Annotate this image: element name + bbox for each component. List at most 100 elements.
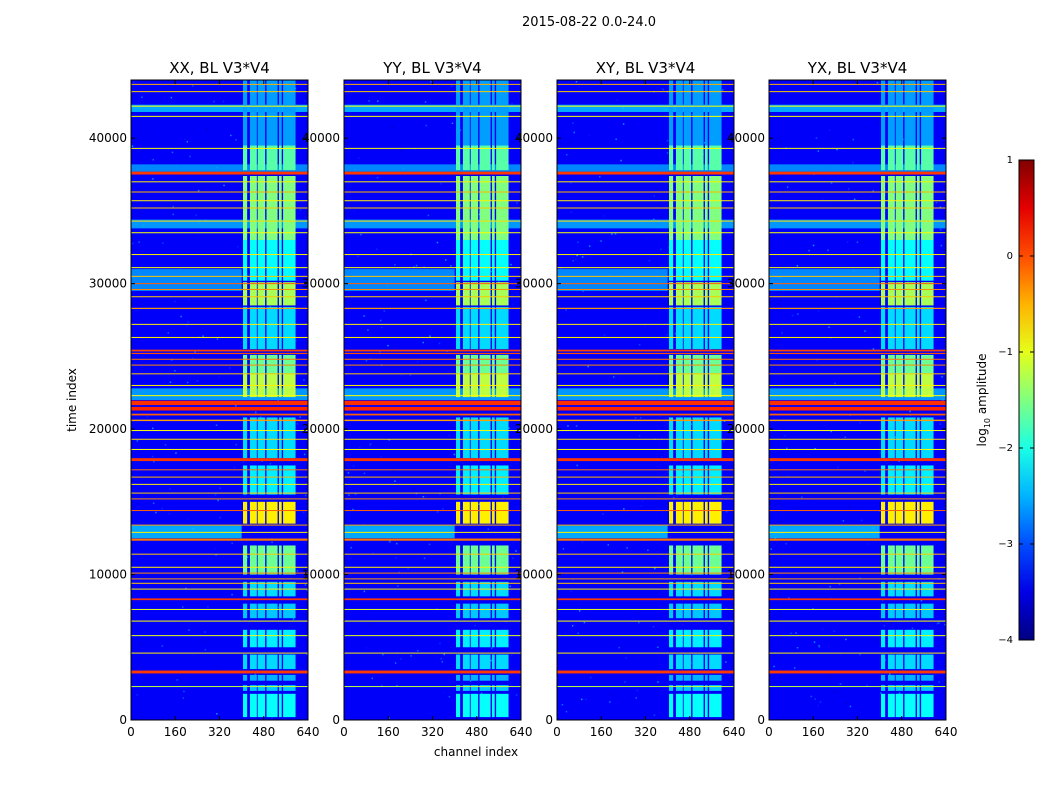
signal-cell — [921, 306, 934, 350]
signal-cell — [895, 693, 904, 718]
noise-speckle — [459, 129, 462, 131]
noise-speckle — [817, 310, 820, 312]
signal-cell — [692, 240, 704, 281]
rfi-band — [769, 104, 946, 112]
noise-speckle — [637, 417, 639, 419]
noise-speckle — [588, 245, 591, 247]
signal-cell — [249, 282, 257, 306]
noise-speckle — [626, 313, 629, 315]
noise-speckle — [196, 502, 198, 504]
noise-speckle — [798, 570, 801, 572]
signal-cell — [921, 465, 934, 495]
noise-speckle — [295, 340, 297, 342]
flagged-row — [344, 438, 521, 440]
noise-speckle — [295, 473, 298, 475]
noise-speckle — [241, 331, 244, 334]
signal-cell — [491, 306, 495, 350]
colorbar-tick-label: −1 — [998, 347, 1013, 358]
signal-cell — [491, 465, 495, 495]
signal-cell — [479, 417, 491, 459]
signal-cell — [462, 306, 470, 350]
flagged-row — [131, 91, 308, 93]
noise-speckle — [567, 561, 570, 564]
noise-speckle — [836, 691, 838, 694]
flagged-row — [557, 105, 734, 107]
noise-speckle — [849, 705, 852, 708]
noise-speckle — [195, 214, 197, 216]
signal-cell — [491, 80, 495, 146]
noise-speckle — [196, 380, 199, 382]
noise-speckle — [162, 242, 164, 244]
noise-speckle — [938, 622, 940, 624]
noise-speckle — [624, 681, 626, 683]
flagged-row — [769, 483, 946, 485]
noise-speckle — [265, 637, 267, 639]
signal-cell — [895, 306, 904, 350]
noise-speckle — [859, 653, 861, 656]
signal-cell — [904, 545, 916, 575]
flagged-row — [131, 207, 308, 209]
flagged-row — [557, 670, 734, 674]
panel-title: XX, BL V3*V4 — [169, 59, 270, 77]
flagged-row — [131, 538, 308, 541]
flagged-row — [769, 373, 946, 375]
noise-speckle — [856, 241, 859, 243]
signal-cell — [895, 501, 904, 524]
x-tick-label: 480 — [890, 725, 913, 739]
noise-speckle — [182, 606, 184, 608]
signal-cell — [283, 629, 296, 648]
noise-speckle — [480, 692, 483, 695]
signal-cell — [278, 145, 282, 171]
noise-speckle — [166, 158, 169, 161]
noise-speckle — [469, 680, 472, 682]
flagged-row — [769, 364, 946, 366]
signal-cell — [470, 282, 479, 306]
signal-cell — [462, 240, 470, 281]
noise-speckle — [394, 507, 396, 510]
x-tick-label: 0 — [765, 725, 773, 739]
flagged-row — [769, 652, 946, 654]
noise-speckle — [572, 625, 574, 627]
noise-speckle — [476, 348, 479, 351]
signal-cell — [683, 354, 692, 374]
signal-cell — [692, 80, 704, 146]
y-tick-label: 20000 — [727, 422, 765, 436]
y-tick-label: 30000 — [89, 277, 127, 291]
noise-speckle — [382, 657, 385, 659]
noise-speckle — [816, 359, 818, 361]
flagged-row — [769, 323, 946, 325]
noise-speckle — [407, 568, 409, 570]
noise-speckle — [200, 142, 202, 144]
signal-cell — [491, 674, 495, 681]
noise-speckle — [152, 89, 154, 91]
noise-speckle — [347, 472, 350, 474]
noise-speckle — [204, 631, 206, 633]
noise-speckle — [817, 704, 819, 707]
noise-speckle — [230, 134, 232, 137]
noise-speckle — [662, 491, 665, 493]
signal-cell — [669, 354, 674, 374]
noise-speckle — [724, 303, 727, 305]
noise-speckle — [615, 138, 617, 140]
noise-speckle — [410, 655, 412, 657]
flagged-row — [769, 207, 946, 209]
colorbar-tick-label: −2 — [998, 443, 1013, 454]
noise-speckle — [939, 206, 942, 208]
noise-speckle — [727, 455, 730, 457]
noise-speckle — [623, 381, 626, 383]
noise-speckle — [357, 255, 359, 257]
signal-cell — [470, 629, 479, 648]
flagged-row — [557, 553, 734, 555]
noise-speckle — [616, 99, 618, 101]
noise-speckle — [254, 530, 256, 532]
noise-speckle — [703, 637, 705, 639]
noise-speckle — [572, 260, 574, 262]
flagged-row — [131, 588, 308, 590]
flagged-row — [131, 364, 308, 366]
noise-speckle — [657, 646, 659, 648]
signal-cell — [496, 240, 509, 281]
signal-cell — [243, 603, 248, 619]
noise-speckle — [244, 495, 246, 497]
noise-speckle — [636, 689, 639, 692]
signal-cell — [257, 80, 266, 146]
